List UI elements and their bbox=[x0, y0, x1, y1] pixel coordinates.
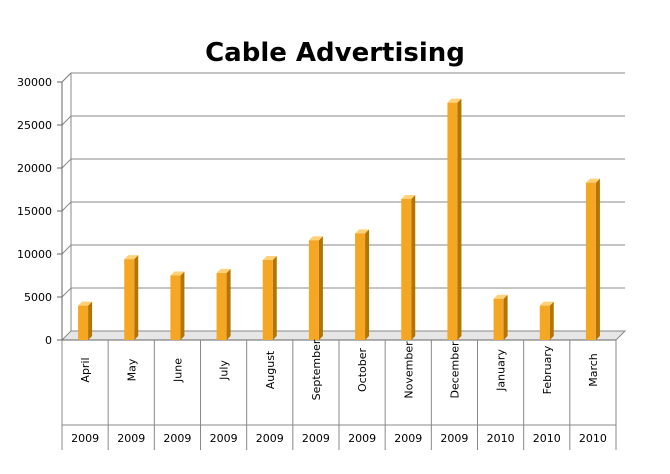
x-group-label: 2009 bbox=[394, 432, 422, 445]
x-tick-label: November bbox=[402, 341, 415, 399]
plot-back-edge bbox=[61, 72, 625, 83]
y-tick-label: 20000 bbox=[17, 162, 52, 175]
bar bbox=[355, 233, 366, 340]
bar-side bbox=[272, 256, 277, 340]
bar bbox=[308, 240, 319, 340]
bar bbox=[216, 272, 227, 340]
x-tick-label: January bbox=[495, 349, 508, 392]
bar bbox=[78, 305, 89, 340]
bar-top bbox=[355, 229, 370, 234]
bar-side bbox=[595, 178, 600, 340]
x-tick-label: August bbox=[264, 350, 277, 389]
x-tick-label: July bbox=[218, 360, 231, 381]
x-tick-label: May bbox=[125, 358, 138, 381]
bar bbox=[585, 182, 596, 340]
y-tick-label: 15000 bbox=[17, 205, 52, 218]
x-group-label: 2009 bbox=[256, 432, 284, 445]
x-tick-label: March bbox=[587, 353, 600, 387]
x-tick-label: September bbox=[310, 339, 323, 400]
bar-side bbox=[457, 98, 462, 340]
bar-side bbox=[134, 255, 139, 340]
bar bbox=[539, 305, 550, 340]
x-group-label: 2009 bbox=[71, 432, 99, 445]
x-group-label: 2009 bbox=[440, 432, 468, 445]
x-group-label: 2009 bbox=[163, 432, 191, 445]
y-tick-label: 10000 bbox=[17, 248, 52, 261]
x-group-label: 2009 bbox=[117, 432, 145, 445]
x-tick-label: December bbox=[448, 341, 461, 399]
x-tick-label: October bbox=[356, 348, 369, 392]
bar-top bbox=[493, 294, 508, 299]
chart-title: Cable Advertising bbox=[205, 38, 465, 68]
bar-top bbox=[124, 255, 139, 260]
bar-top bbox=[308, 236, 323, 241]
bar bbox=[262, 260, 273, 340]
gridline bbox=[61, 158, 625, 169]
x-group-label: 2009 bbox=[348, 432, 376, 445]
bar-top bbox=[78, 301, 93, 306]
y-tick-label: 5000 bbox=[24, 291, 52, 304]
bar-side bbox=[411, 194, 416, 340]
x-group-label: 2010 bbox=[487, 432, 515, 445]
gridline bbox=[61, 115, 625, 126]
bar-top bbox=[170, 271, 185, 276]
gridline bbox=[61, 287, 625, 298]
x-tick-label: June bbox=[171, 358, 184, 383]
y-tick-label: 0 bbox=[45, 334, 52, 347]
bar-side bbox=[365, 229, 370, 340]
bar bbox=[493, 298, 504, 340]
bar-top bbox=[447, 98, 462, 103]
x-tick-label: April bbox=[79, 357, 92, 382]
bar-side bbox=[549, 301, 554, 340]
bar bbox=[447, 102, 458, 340]
bar-side bbox=[318, 236, 323, 340]
bar-top bbox=[262, 256, 277, 261]
gridline bbox=[61, 201, 625, 212]
x-group-label: 2009 bbox=[210, 432, 238, 445]
x-group-label: 2009 bbox=[302, 432, 330, 445]
gridline bbox=[61, 72, 625, 83]
bar-side bbox=[226, 268, 231, 340]
y-tick-label: 30000 bbox=[17, 76, 52, 89]
bar-top bbox=[216, 268, 231, 273]
bar-top bbox=[539, 301, 554, 306]
bar-top bbox=[585, 178, 600, 183]
x-tick-label: February bbox=[541, 345, 554, 394]
bar-top bbox=[401, 194, 416, 199]
x-group-label: 2010 bbox=[533, 432, 561, 445]
gridline bbox=[61, 244, 625, 255]
x-group-label: 2010 bbox=[579, 432, 607, 445]
bar bbox=[124, 259, 135, 340]
bar-side bbox=[503, 294, 508, 340]
bar-side bbox=[88, 301, 93, 340]
y-tick-label: 25000 bbox=[17, 119, 52, 132]
bar bbox=[170, 275, 181, 340]
bar bbox=[401, 198, 412, 340]
bar-side bbox=[180, 271, 185, 340]
